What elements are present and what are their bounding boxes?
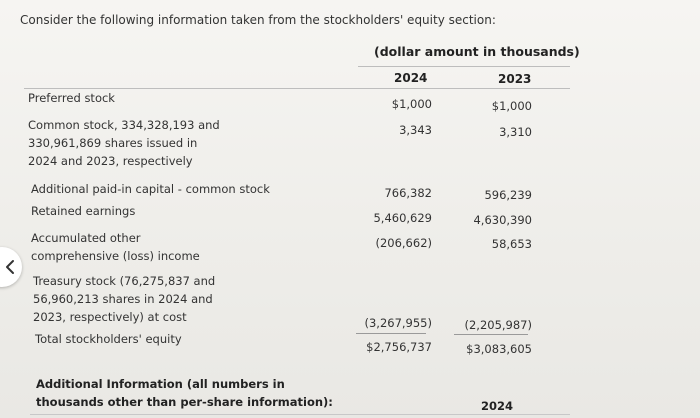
row-label-additional-paid-in-capital: Additional paid-in capital - common stoc… (31, 182, 270, 196)
unit-header: (dollar amount in thousands) (374, 44, 580, 59)
additional-year-header: 2024 (481, 399, 514, 413)
value-2023-retained-earnings: 4,630,390 (473, 213, 532, 227)
additional-info-heading: Additional Information (all numbers in t… (36, 377, 333, 409)
row-label-common-stock: Common stock, 334,328,193 and 330,961,86… (28, 118, 220, 168)
value-2024-treasury-stock: (3,267,955) (364, 316, 432, 330)
value-2024-accumulated-oci: (206,662) (375, 236, 432, 250)
row-label-treasury-stock: Treasury stock (76,275,837 and 56,960,21… (33, 274, 216, 324)
value-2023-common-stock: 3,310 (499, 125, 532, 139)
additional-divider (30, 414, 570, 415)
chevron-left-icon (6, 260, 14, 274)
value-2024-preferred-stock: $1,000 (391, 97, 432, 111)
value-2023-treasury-stock: (2,205,987) (464, 318, 532, 332)
row-label-retained-earnings: Retained earnings (31, 204, 136, 218)
row-label-total-stockholders-equity: Total stockholders' equity (35, 332, 182, 346)
year-header-2023: 2023 (498, 72, 532, 86)
row-label-accumulated-oci: Accumulated other comprehensive (loss) i… (31, 231, 200, 263)
value-2024-common-stock: 3,343 (399, 123, 432, 137)
value-2023-total-stockholders-equity: $3,083,605 (466, 342, 532, 356)
intro-text: Consider the following information taken… (20, 13, 496, 27)
value-2024-additional-paid-in-capital: 766,382 (384, 186, 432, 200)
subtotal-line-2023 (454, 334, 528, 335)
value-2023-additional-paid-in-capital: 596,239 (484, 188, 532, 202)
value-2024-total-stockholders-equity: $2,756,737 (366, 340, 432, 354)
back-button[interactable] (0, 247, 22, 287)
value-2024-retained-earnings: 5,460,629 (373, 211, 432, 225)
header-divider-top (358, 66, 570, 67)
year-header-2024: 2024 (394, 71, 428, 85)
row-label-preferred-stock: Preferred stock (28, 91, 115, 105)
value-2023-preferred-stock: $1,000 (491, 99, 532, 113)
subtotal-line-2024 (356, 333, 426, 334)
value-2023-accumulated-oci: 58,653 (491, 237, 532, 251)
header-divider-bottom (24, 88, 570, 89)
